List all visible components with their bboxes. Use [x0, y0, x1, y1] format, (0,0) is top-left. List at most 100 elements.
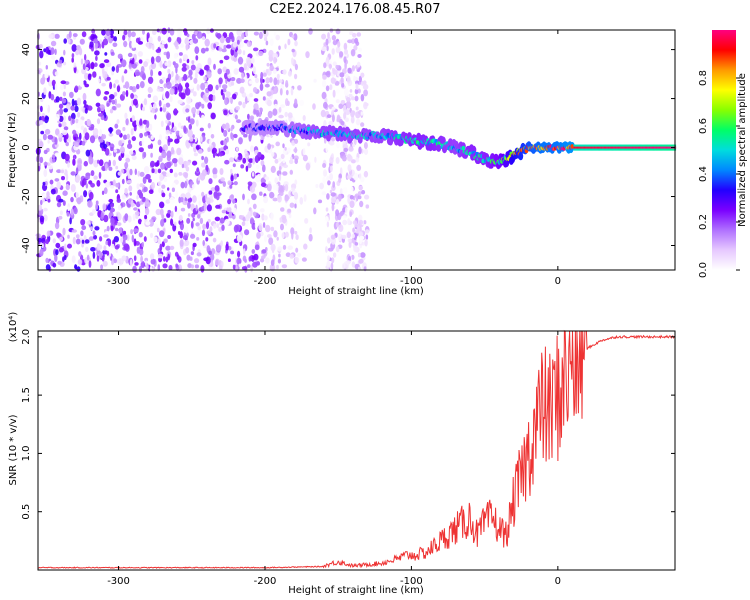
heatmap-noise-cell: [207, 147, 211, 153]
heatmap-noise-cell: [193, 77, 198, 84]
heatmap-noise-cell: [289, 254, 294, 259]
heatmap-noise-cell: [347, 196, 351, 204]
heatmap-noise-cell: [61, 176, 65, 181]
heatmap-ridge-core: [637, 146, 640, 149]
heatmap-noise-cell: [230, 175, 234, 182]
heatmap-noise-cell: [158, 187, 162, 194]
heatmap-noise-cell: [65, 173, 69, 182]
heatmap-noise-cell: [248, 158, 254, 164]
heatmap-noise-cell: [355, 157, 360, 163]
heatmap-noise-cell: [195, 204, 198, 212]
x-tick-label: -300: [107, 576, 130, 587]
heatmap-noise-cell: [116, 103, 122, 108]
heatmap-noise-cell: [106, 102, 110, 107]
heatmap-ridge-core: [669, 146, 672, 149]
heatmap-ridge-core: [599, 146, 602, 149]
heatmap-noise-cell: [137, 170, 141, 177]
heatmap-noise-cell: [322, 176, 326, 185]
heatmap-noise-cell: [137, 51, 143, 57]
heatmap-noise-cell: [294, 179, 298, 185]
heatmap-noise-cell: [240, 164, 245, 169]
heatmap-noise-cell: [184, 239, 190, 247]
heatmap-noise-cell: [261, 249, 267, 254]
heatmap-noise-cell: [338, 93, 344, 99]
colorbar-tick-label: 0.2: [698, 214, 709, 230]
heatmap-ridge-core: [620, 146, 623, 149]
heatmap-noise-cell: [325, 38, 329, 46]
heatmap-ridge-core: [595, 146, 598, 149]
heatmap-noise-cell: [249, 185, 256, 193]
heatmap-noise-cell: [52, 262, 57, 268]
heatmap-noise-cell: [251, 193, 257, 201]
heatmap-noise-cell: [252, 66, 257, 75]
heatmap-noise-cell: [254, 77, 260, 84]
heatmap-noise-cell: [134, 262, 139, 266]
heatmap-noise-cell: [43, 169, 48, 178]
heatmap-noise-cell: [121, 178, 125, 185]
heatmap-noise-cell: [129, 86, 134, 90]
heatmap-noise-cell: [131, 136, 136, 142]
heatmap-noise-cell: [102, 203, 107, 211]
heatmap-noise-cell: [321, 91, 327, 100]
heatmap-noise-cell: [345, 100, 352, 109]
heatmap-noise-cell: [138, 231, 143, 238]
heatmap-noise-cell: [149, 123, 153, 131]
heatmap-noise-cell: [343, 56, 347, 63]
heatmap-ridge-core: [641, 146, 644, 149]
heatmap-noise-cell: [230, 77, 236, 82]
heatmap-noise-cell: [336, 142, 340, 149]
heatmap-noise-cell: [363, 266, 367, 272]
heatmap-noise-cell: [184, 172, 188, 179]
heatmap-noise-cell: [294, 40, 298, 47]
heatmap-y-ticks: -40 -20 0 20 40: [21, 43, 675, 254]
heatmap-noise-cell: [174, 138, 180, 144]
heatmap-noise-cell: [331, 48, 335, 55]
heatmap-noise-cell: [86, 221, 91, 225]
heatmap-noise-cell: [93, 38, 98, 44]
heatmap-noise-cell: [245, 165, 249, 172]
heatmap-noise-cell: [205, 237, 209, 242]
heatmap-noise-cell: [197, 149, 203, 154]
heatmap-ridge-core: [581, 146, 584, 149]
heatmap-noise-cell: [207, 84, 213, 92]
colorbar-tick-label: 0.6: [698, 118, 709, 134]
heatmap-noise-cell: [84, 72, 89, 80]
heatmap-noise-cell: [358, 258, 364, 264]
heatmap-noise-cell: [103, 214, 109, 223]
heatmap-ridge-core: [619, 146, 622, 149]
heatmap-ridge-core: [658, 146, 661, 149]
heatmap-noise-cell: [227, 180, 232, 186]
heatmap-noise-cell: [54, 178, 60, 182]
heatmap-noise-cell: [83, 190, 88, 198]
heatmap-noise-cell: [62, 190, 68, 196]
heatmap-noise-cell: [66, 211, 70, 217]
heatmap-noise-cell: [82, 92, 87, 101]
heatmap-noise-cell: [195, 145, 200, 150]
heatmap-noise-cell: [151, 107, 155, 114]
heatmap-noise-cell: [250, 145, 254, 153]
heatmap-noise-cell: [191, 60, 195, 65]
heatmap-noise-cell: [237, 48, 242, 55]
heatmap-noise-cell: [95, 203, 98, 210]
heatmap-noise-cell: [361, 190, 366, 195]
heatmap-noise-cell: [331, 35, 337, 41]
heatmap-noise-cell: [302, 154, 308, 162]
heatmap-noise-cell: [356, 164, 362, 171]
heatmap-noise-cell: [157, 168, 162, 174]
heatmap-noise-cell: [151, 168, 155, 174]
heatmap-noise-cell: [262, 96, 266, 101]
heatmap-noise-cell: [145, 127, 150, 132]
heatmap-ridge-core: [653, 146, 655, 149]
heatmap-noise-cell: [263, 195, 269, 204]
heatmap-noise-cell: [51, 158, 56, 163]
heatmap-noise-cell: [82, 178, 87, 186]
heatmap-noise-cell: [163, 177, 168, 183]
heatmap-noise-cell: [352, 227, 355, 233]
heatmap-noise-cell: [199, 69, 205, 76]
heatmap-noise-cell: [293, 223, 296, 228]
heatmap-noise-cell: [169, 88, 175, 95]
heatmap-ridge-core: [626, 146, 629, 149]
heatmap-ridge-core: [590, 146, 593, 149]
heatmap-noise-cell: [97, 244, 103, 250]
heatmap-noise-cell: [76, 197, 82, 205]
